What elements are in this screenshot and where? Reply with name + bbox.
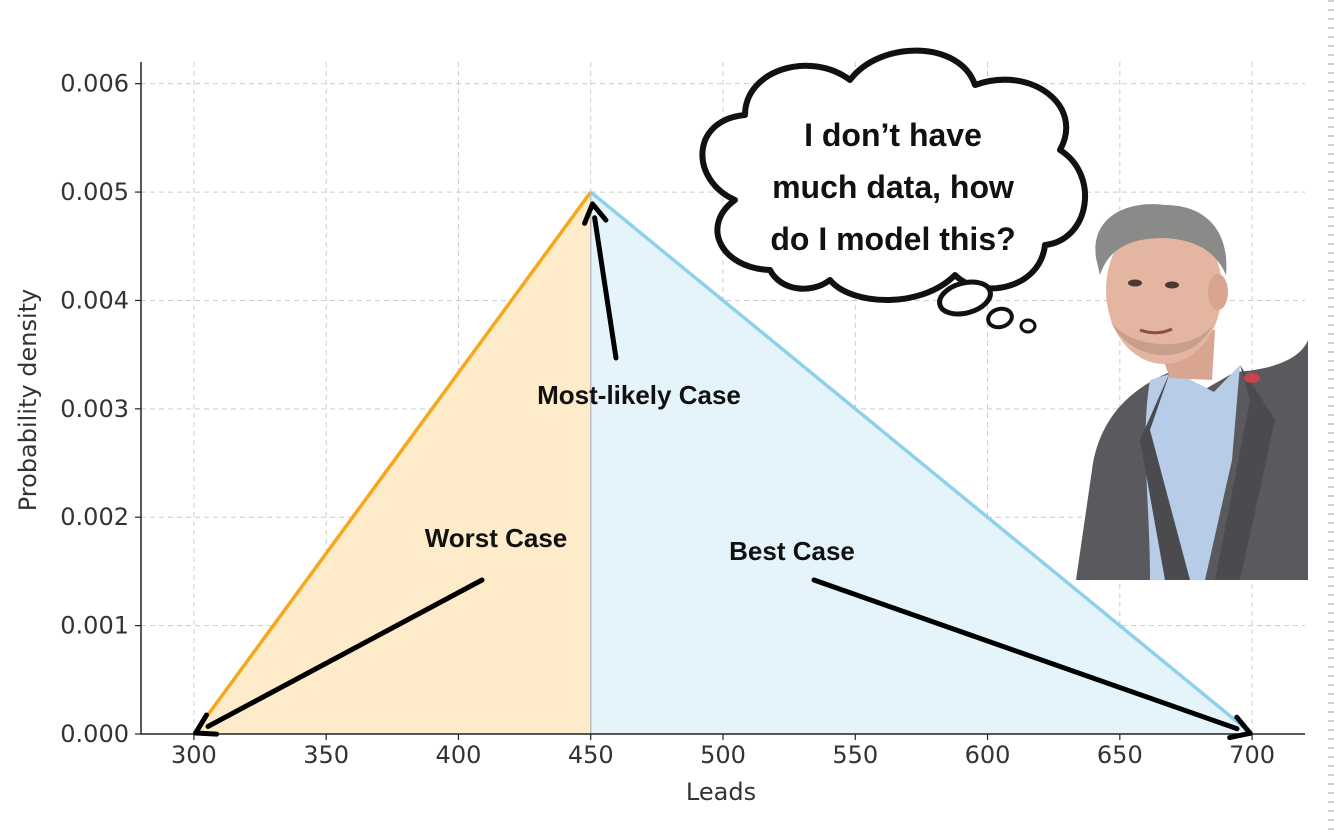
page-edge-marks	[1328, 0, 1334, 832]
y-tick-label: 0.005	[60, 178, 129, 206]
thought-dot-large-icon	[937, 279, 993, 317]
x-axis-label: Leads	[686, 778, 756, 806]
x-tick-label: 350	[303, 741, 349, 769]
y-axis-label: Probability density	[14, 289, 42, 512]
x-tick-label: 700	[1229, 741, 1275, 769]
worst-case-label: Worst Case	[425, 523, 568, 553]
lapel-pin-icon	[1244, 373, 1260, 383]
x-tick-label: 550	[832, 741, 878, 769]
worst-case-arrow-head	[193, 712, 220, 737]
worst-case-arrow	[205, 577, 485, 729]
thought-bubble: I don’t have much data, how do I model t…	[699, 47, 1088, 334]
face-icon	[1106, 216, 1222, 364]
person-photo	[1076, 204, 1308, 580]
thought-cloud-icon	[699, 47, 1088, 303]
most-likely-case-label: Most-likely Case	[537, 380, 741, 410]
y-tick-label: 0.002	[60, 503, 129, 531]
best-case-label: Best Case	[729, 536, 855, 566]
best-case-arrow-head	[1227, 714, 1253, 741]
x-tick-label: 400	[436, 741, 482, 769]
x-tick-label: 500	[700, 741, 746, 769]
thought-dot-small-icon	[1019, 318, 1037, 334]
most-likely-arrow-head	[582, 201, 609, 226]
axes	[135, 62, 1305, 740]
best-case-arrow	[811, 577, 1240, 732]
annotations: Most-likely Case Worst Case Best Case	[425, 380, 855, 566]
density-lines	[192, 190, 1254, 736]
most-likely-arrow	[592, 215, 619, 361]
hair-icon	[1095, 204, 1227, 275]
x-tick-label: 650	[1097, 741, 1143, 769]
tick-labels: 300 350 400 450 500 550 600 650 700 0.000 0.001 0.0…	[60, 70, 1275, 769]
x-tick-label: 450	[568, 741, 614, 769]
y-tick-label: 0.000	[60, 720, 129, 748]
thought-dot-medium-icon	[986, 306, 1014, 330]
x-tick-label: 600	[965, 741, 1011, 769]
thought-line-1: I don’t have	[804, 117, 982, 153]
y-tick-label: 0.003	[60, 395, 129, 423]
y-tick-label: 0.006	[60, 70, 129, 98]
density-line-2	[589, 190, 1254, 736]
x-tick-label: 300	[171, 741, 217, 769]
thought-line-2: much data, how	[772, 169, 1014, 205]
annotation-arrows	[193, 201, 1253, 741]
y-tick-label: 0.004	[60, 286, 129, 314]
density-line-1	[192, 191, 593, 736]
y-tick-label: 0.001	[60, 612, 129, 640]
thought-line-3: do I model this?	[770, 221, 1015, 257]
